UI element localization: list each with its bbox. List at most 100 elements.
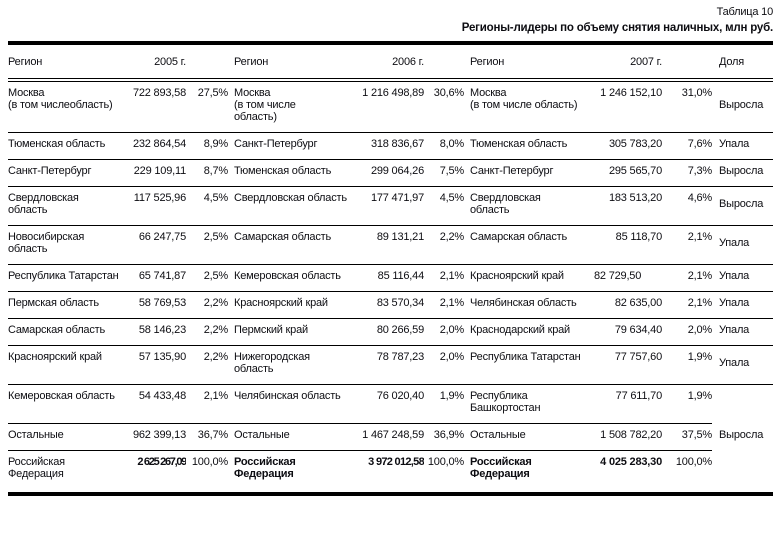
percent-2005: 2,1% bbox=[186, 384, 228, 424]
table-body: Москва (в том числеобласть) 722 893,58 27,… bbox=[8, 80, 773, 494]
region-2007: Республика Татарстан bbox=[464, 345, 594, 385]
header-year-2007: 2007 г. bbox=[594, 43, 662, 82]
percent-2006: 2,0% bbox=[424, 345, 464, 385]
percent-2006: 2,2% bbox=[424, 225, 464, 265]
percent-2007: 1,9% bbox=[662, 345, 712, 385]
percent-2005: 2,2% bbox=[186, 291, 228, 319]
percent-2005: 100,0% bbox=[191, 456, 228, 468]
percent-2005: 2,5% bbox=[186, 264, 228, 292]
region-2007: Российская Федерация bbox=[470, 456, 532, 480]
value-2005: 722 893,58 bbox=[120, 80, 186, 133]
percent-2005: 8,9% bbox=[186, 132, 228, 160]
table-row: Свердловская область 117 525,96 4,5% Свердл… bbox=[8, 186, 773, 226]
percent-2006: 36,9% bbox=[424, 423, 464, 451]
value-2006: 177 471,97 bbox=[354, 186, 424, 226]
value-2007: 85 118,70 bbox=[594, 225, 662, 265]
table-row: Санкт-Петербург 229 109,11 8,7% Тюменская о… bbox=[8, 159, 773, 187]
region-2006: Тюменская область bbox=[228, 159, 354, 187]
percent-2007: 31,0% bbox=[662, 80, 712, 133]
table-row: Самарская область 58 146,23 2,2% Пермский к… bbox=[8, 318, 773, 346]
value-2007: 295 565,70 bbox=[594, 159, 662, 187]
value-2007: 4 025 283,30 bbox=[600, 456, 662, 468]
region-2005: Остальные bbox=[8, 423, 120, 451]
value-2005: 58 769,53 bbox=[120, 291, 186, 319]
value-2007: 79 634,40 bbox=[594, 318, 662, 346]
header-spacer bbox=[186, 43, 228, 82]
value-2006: 83 570,34 bbox=[354, 291, 424, 319]
table-row: Российская Федерация 2 625 267,09 100,0% Ро… bbox=[8, 451, 773, 495]
percent-2007: 4,6% bbox=[662, 186, 712, 226]
value-2006: 85 116,44 bbox=[354, 264, 424, 292]
header-year-2006: 2006 г. bbox=[354, 43, 424, 82]
share-trend: Выросла bbox=[712, 186, 773, 226]
value-2005: 58 146,23 bbox=[120, 318, 186, 346]
percent-2005: 27,5% bbox=[186, 80, 228, 133]
header-region-2006: Регион bbox=[228, 43, 354, 82]
table-header-row: Регион 2005 г. Регион 2006 г. Регион 200… bbox=[8, 43, 773, 82]
table-row: Тюменская область 232 864,54 8,9% Санкт-Пет… bbox=[8, 132, 773, 160]
region-2005: Свердловская область bbox=[8, 186, 120, 226]
value-2006: 1 216 498,89 bbox=[354, 80, 424, 133]
value-2007: 183 513,20 bbox=[594, 186, 662, 226]
percent-2006: 2,1% bbox=[424, 264, 464, 292]
value-2005: 117 525,96 bbox=[120, 186, 186, 226]
percent-2006: 2,1% bbox=[424, 291, 464, 319]
value-2006: 78 787,23 bbox=[354, 345, 424, 385]
region-2006: Кемеровская область bbox=[228, 264, 354, 292]
value-2005: 232 864,54 bbox=[120, 132, 186, 160]
value-2006: 80 266,59 bbox=[354, 318, 424, 346]
region-2007: Москва (в том числе область) bbox=[464, 80, 594, 133]
region-2007: Свердловская область bbox=[464, 186, 594, 226]
share-trend bbox=[712, 385, 773, 424]
region-2006: Москва (в том числе область) bbox=[228, 80, 354, 133]
value-2005: 57 135,90 bbox=[120, 345, 186, 385]
region-2007: Остальные bbox=[464, 423, 594, 451]
header-region-2005: Регион bbox=[8, 43, 120, 82]
percent-2007: 100,0% bbox=[675, 456, 712, 468]
table-row: Новосибирская область 66 247,75 2,5% Самарс… bbox=[8, 225, 773, 265]
percent-2005: 2,5% bbox=[186, 225, 228, 265]
region-2007: Санкт-Петербург bbox=[464, 159, 594, 187]
region-2006: Красноярский край bbox=[228, 291, 354, 319]
region-2005: Тюменская область bbox=[8, 132, 120, 160]
table-row: Остальные 962 399,13 36,7% Остальные 1 467 2… bbox=[8, 423, 773, 451]
region-2005: Российская Федерация bbox=[8, 456, 65, 480]
table-number: Таблица 10 bbox=[716, 6, 774, 18]
share-trend: Выросла bbox=[712, 159, 773, 187]
percent-2005: 4,5% bbox=[186, 186, 228, 226]
percent-2005: 2,2% bbox=[186, 345, 228, 385]
share-trend: Упала bbox=[712, 132, 773, 160]
region-2007: Республика Башкортостан bbox=[464, 384, 594, 424]
percent-2007: 1,9% bbox=[662, 384, 712, 424]
table-row: Москва (в том числеобласть) 722 893,58 27,… bbox=[8, 80, 773, 133]
percent-2006: 30,6% bbox=[424, 80, 464, 133]
value-2007: 82 729,50 bbox=[594, 264, 662, 292]
share-trend: Упала bbox=[712, 345, 773, 385]
table-row: Красноярский край 57 135,90 2,2% Нижегородс… bbox=[8, 345, 773, 385]
header-share: Доля bbox=[712, 43, 773, 82]
share-trend: Выросла bbox=[712, 80, 773, 133]
share-trend: Упала bbox=[712, 264, 773, 292]
table-title: Регионы-лидеры по объему снятия наличных… bbox=[461, 22, 773, 34]
value-2007: 77 757,60 bbox=[594, 345, 662, 385]
share-trend bbox=[712, 451, 773, 495]
region-2006: Остальные bbox=[228, 423, 354, 451]
value-2005: 54 433,48 bbox=[120, 384, 186, 424]
share-trend: Упала bbox=[712, 291, 773, 319]
value-2005: 66 247,75 bbox=[120, 225, 186, 265]
table-row: Пермская область 58 769,53 2,2% Красноярски… bbox=[8, 291, 773, 319]
value-2007: 77 611,70 bbox=[594, 384, 662, 424]
region-2005: Санкт-Петербург bbox=[8, 159, 120, 187]
title-block: Таблица 10 Регионы-лидеры по объему снят… bbox=[8, 4, 773, 41]
value-2007: 82 635,00 bbox=[594, 291, 662, 319]
percent-2005: 36,7% bbox=[186, 423, 228, 451]
header-region-2007: Регион bbox=[464, 43, 594, 82]
share-trend: Выросла bbox=[719, 429, 764, 441]
region-2006: Санкт-Петербург bbox=[228, 132, 354, 160]
value-2007: 305 783,20 bbox=[594, 132, 662, 160]
region-2007: Красноярский край bbox=[464, 264, 594, 292]
percent-2007: 2,0% bbox=[662, 318, 712, 346]
regions-table: Регион 2005 г. Регион 2006 г. Регион 200… bbox=[8, 41, 773, 496]
region-2005: Новосибирская область bbox=[8, 225, 120, 265]
percent-2007: 2,1% bbox=[662, 291, 712, 319]
